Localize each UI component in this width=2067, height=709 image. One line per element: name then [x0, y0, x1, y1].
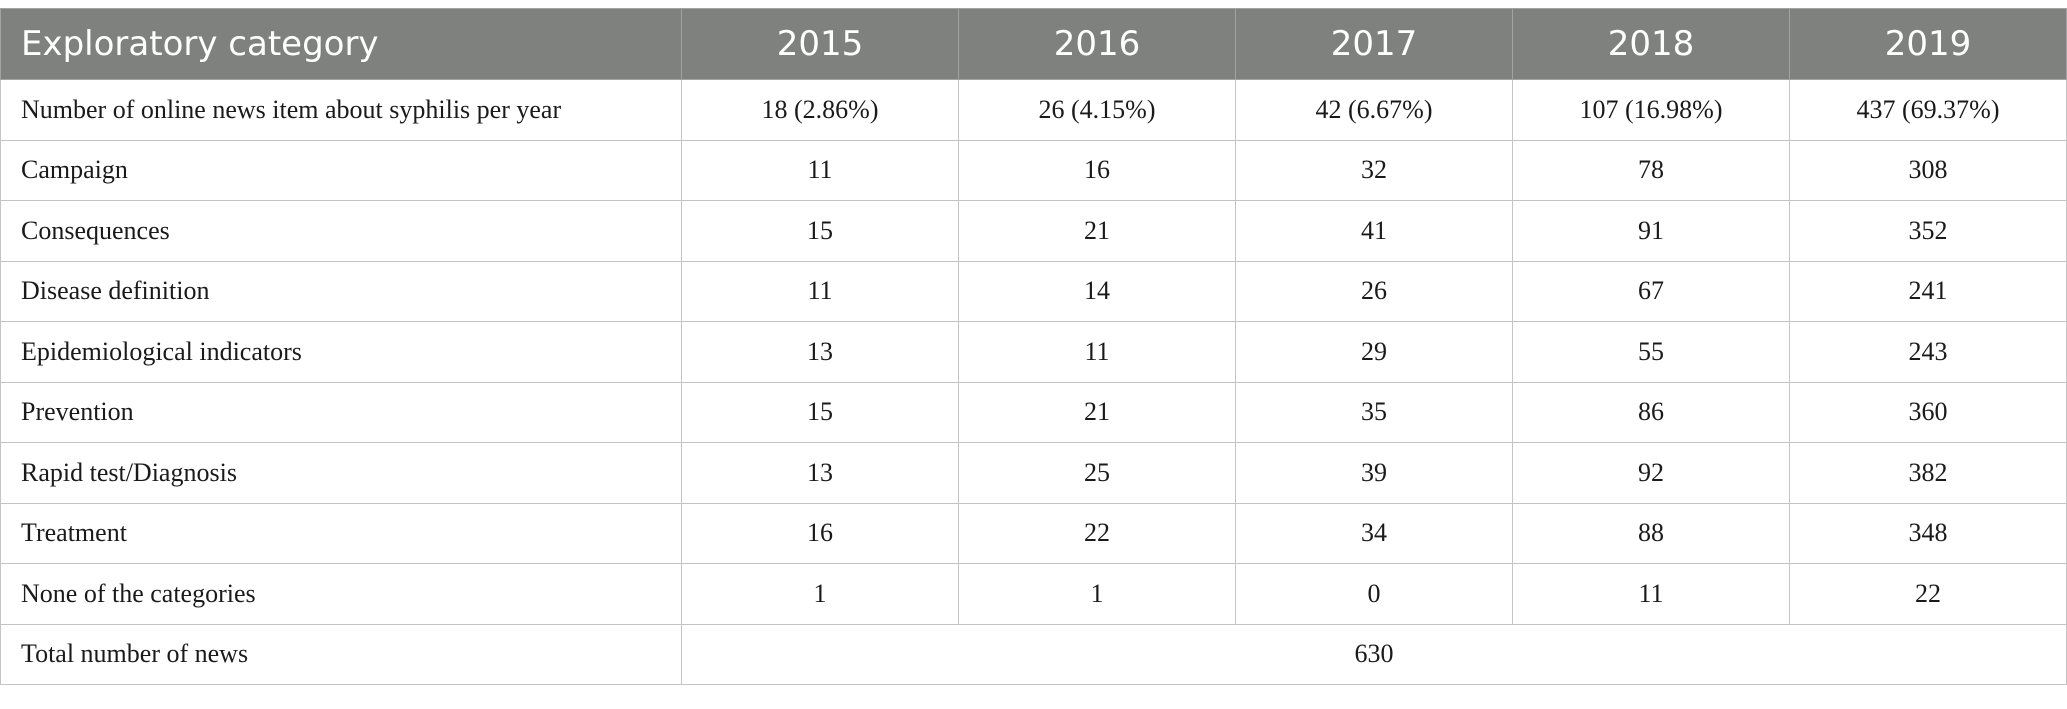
table-cell: 78: [1512, 139, 1790, 201]
row-label: Epidemiological indicators: [0, 321, 682, 383]
table-cell: 11: [681, 139, 959, 201]
table-cell: 32: [1235, 139, 1513, 201]
table-row: Consequences 15 21 41 91 352: [0, 200, 2067, 262]
table-row: Epidemiological indicators 13 11 29 55 2…: [0, 321, 2067, 383]
table-row: None of the categories 1 1 0 11 22: [0, 563, 2067, 625]
table-row: Campaign 11 16 32 78 308: [0, 139, 2067, 201]
table-cell: 67: [1512, 260, 1790, 322]
table-cell: 382: [1789, 442, 2067, 504]
header-row: Exploratory category 2015 2016 2017 2018…: [0, 8, 2067, 80]
total-row: Total number of news 630: [0, 623, 2067, 685]
table-cell: 88: [1512, 502, 1790, 564]
table-cell: 26 (4.15%): [958, 79, 1236, 141]
data-table-container: Exploratory category 2015 2016 2017 2018…: [0, 8, 2067, 685]
total-value: 630: [681, 623, 2067, 685]
table-cell: 39: [1235, 442, 1513, 504]
table-cell: 15: [681, 381, 959, 443]
row-label: Prevention: [0, 381, 682, 443]
header-year: 2019: [1789, 8, 2067, 80]
table-cell: 348: [1789, 502, 2067, 564]
syphilis-news-table: Exploratory category 2015 2016 2017 2018…: [0, 8, 2067, 685]
table-cell: 34: [1235, 502, 1513, 564]
header-year: 2017: [1235, 8, 1513, 80]
table-cell: 13: [681, 321, 959, 383]
header-year: 2018: [1512, 8, 1790, 80]
table-cell: 41: [1235, 200, 1513, 262]
table-cell: 16: [681, 502, 959, 564]
table-cell: 18 (2.86%): [681, 79, 959, 141]
table-cell: 11: [958, 321, 1236, 383]
header-year: 2016: [958, 8, 1236, 80]
row-label: Treatment: [0, 502, 682, 564]
table-cell: 29: [1235, 321, 1513, 383]
header-category: Exploratory category: [0, 8, 682, 80]
total-label: Total number of news: [0, 623, 682, 685]
row-label: Campaign: [0, 139, 682, 201]
table-row: Disease definition 11 14 26 67 241: [0, 260, 2067, 322]
table-cell: 0: [1235, 563, 1513, 625]
table-cell: 25: [958, 442, 1236, 504]
row-label: Number of online news item about syphili…: [0, 79, 682, 141]
row-label: None of the categories: [0, 563, 682, 625]
table-cell: 11: [681, 260, 959, 322]
table-cell: 91: [1512, 200, 1790, 262]
table-cell: 26: [1235, 260, 1513, 322]
row-label: Consequences: [0, 200, 682, 262]
table-cell: 55: [1512, 321, 1790, 383]
table-cell: 1: [958, 563, 1236, 625]
table-cell: 42 (6.67%): [1235, 79, 1513, 141]
table-cell: 15: [681, 200, 959, 262]
table-row: Number of online news item about syphili…: [0, 79, 2067, 141]
table-cell: 11: [1512, 563, 1790, 625]
table-cell: 22: [1789, 563, 2067, 625]
table-cell: 21: [958, 200, 1236, 262]
table-cell: 35: [1235, 381, 1513, 443]
table-cell: 107 (16.98%): [1512, 79, 1790, 141]
table-cell: 86: [1512, 381, 1790, 443]
table-cell: 21: [958, 381, 1236, 443]
table-cell: 92: [1512, 442, 1790, 504]
row-label: Disease definition: [0, 260, 682, 322]
header-year: 2015: [681, 8, 959, 80]
table-cell: 22: [958, 502, 1236, 564]
table-cell: 13: [681, 442, 959, 504]
table-cell: 241: [1789, 260, 2067, 322]
table-cell: 1: [681, 563, 959, 625]
table-row: Prevention 15 21 35 86 360: [0, 381, 2067, 443]
row-label: Rapid test/Diagnosis: [0, 442, 682, 504]
table-cell: 437 (69.37%): [1789, 79, 2067, 141]
table-cell: 360: [1789, 381, 2067, 443]
table-row: Treatment 16 22 34 88 348: [0, 502, 2067, 564]
table-row: Rapid test/Diagnosis 13 25 39 92 382: [0, 442, 2067, 504]
table-cell: 14: [958, 260, 1236, 322]
table-cell: 308: [1789, 139, 2067, 201]
table-cell: 243: [1789, 321, 2067, 383]
table-cell: 352: [1789, 200, 2067, 262]
table-cell: 16: [958, 139, 1236, 201]
